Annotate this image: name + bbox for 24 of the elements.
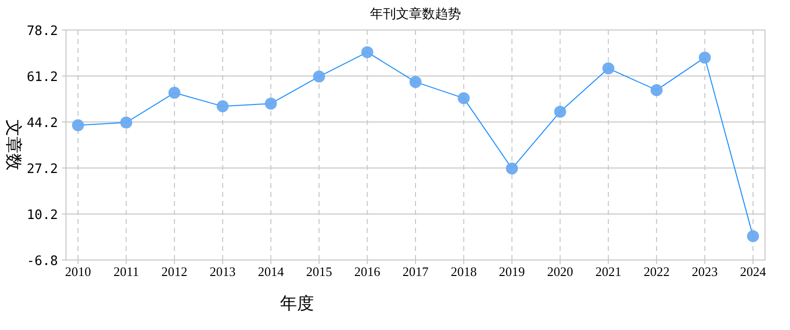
y-axis-title: 文章数 xyxy=(4,120,23,170)
y-tick-label: 44.2 xyxy=(26,116,58,131)
x-tick-label: 2010 xyxy=(65,264,91,279)
x-tick-label: 2012 xyxy=(161,264,188,279)
y-tick-label: -6.8 xyxy=(26,254,58,269)
chart-title: 年刊文章数趋势 xyxy=(370,6,461,21)
x-tick-label: 2021 xyxy=(595,264,622,279)
y-tick-label: 78.2 xyxy=(26,24,58,39)
x-tick-label: 2019 xyxy=(498,264,525,279)
x-tick-label: 2011 xyxy=(113,264,139,279)
x-tick-label: 2013 xyxy=(210,264,236,279)
x-tick-label: 2016 xyxy=(354,264,381,279)
x-tick-label: 2015 xyxy=(306,264,332,279)
x-axis-title: 年度 xyxy=(280,294,314,313)
x-tick-label: 2024 xyxy=(740,264,766,279)
x-tick-label: 2023 xyxy=(692,264,718,279)
y-tick-label: 10.2 xyxy=(26,208,58,223)
y-tick-label: 61.2 xyxy=(26,70,58,85)
x-tick-label: 2018 xyxy=(450,264,477,279)
x-tick-label: 2020 xyxy=(547,264,574,279)
y-tick-label: 27.2 xyxy=(26,162,58,177)
x-tick-label: 2014 xyxy=(258,264,284,279)
x-tick-label: 2022 xyxy=(644,264,670,279)
x-tick-label: 2017 xyxy=(402,264,429,279)
